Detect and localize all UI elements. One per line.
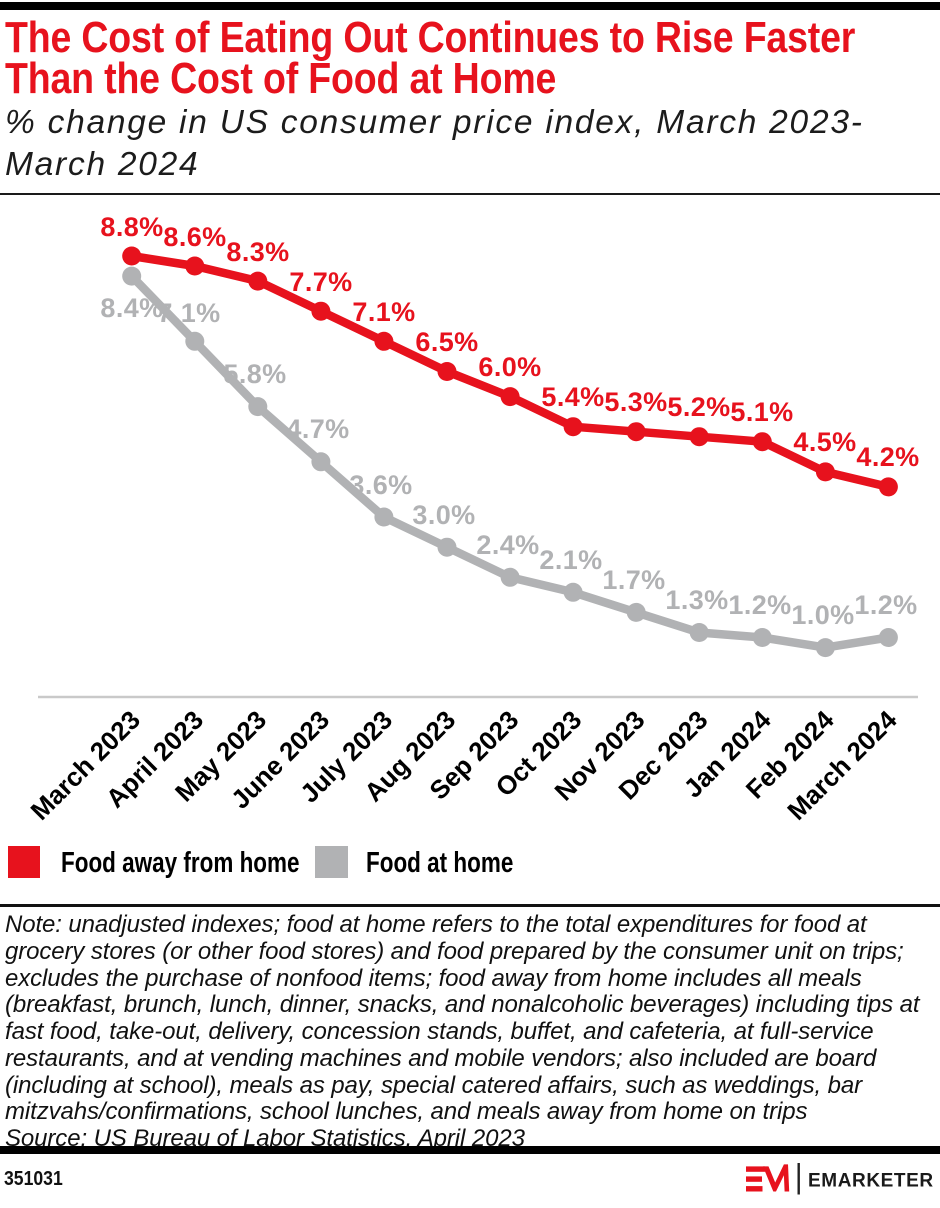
svg-text:5.2%: 5.2% (667, 392, 730, 422)
svg-text:8.4%: 8.4% (100, 293, 163, 323)
svg-text:5.3%: 5.3% (604, 387, 667, 417)
svg-text:1.2%: 1.2% (854, 590, 917, 620)
svg-text:4.7%: 4.7% (286, 414, 349, 444)
svg-text:3.0%: 3.0% (412, 500, 475, 530)
svg-text:1.3%: 1.3% (665, 585, 728, 615)
svg-text:7.1%: 7.1% (157, 298, 220, 328)
svg-text:4.2%: 4.2% (856, 442, 919, 472)
svg-text:1.0%: 1.0% (791, 600, 854, 630)
svg-text:6.0%: 6.0% (478, 352, 541, 382)
svg-text:3.6%: 3.6% (349, 470, 412, 500)
svg-text:5.4%: 5.4% (541, 382, 604, 412)
svg-text:5.8%: 5.8% (223, 359, 286, 389)
svg-text:1.7%: 1.7% (602, 565, 665, 595)
svg-text:8.8%: 8.8% (100, 212, 163, 242)
svg-text:6.5%: 6.5% (415, 327, 478, 357)
svg-text:2.1%: 2.1% (539, 545, 602, 575)
svg-text:1.2%: 1.2% (728, 590, 791, 620)
svg-text:8.3%: 8.3% (226, 237, 289, 267)
svg-text:5.1%: 5.1% (730, 397, 793, 427)
svg-text:7.7%: 7.7% (289, 267, 352, 297)
svg-text:2.4%: 2.4% (476, 530, 539, 560)
svg-text:7.1%: 7.1% (352, 297, 415, 327)
svg-text:8.6%: 8.6% (163, 222, 226, 252)
svg-text:EMARKETER: EMARKETER (808, 1170, 934, 1191)
svg-text:4.5%: 4.5% (793, 427, 856, 457)
